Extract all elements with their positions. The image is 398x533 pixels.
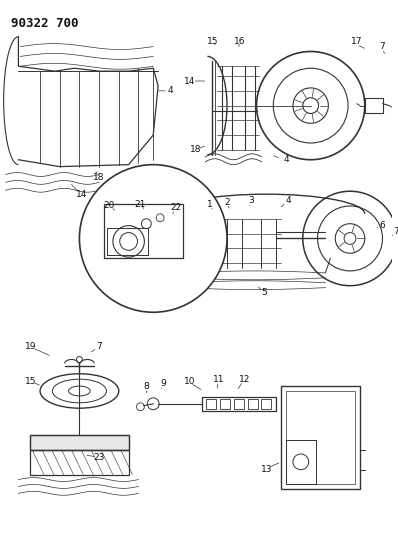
Text: 14: 14 [184,77,195,85]
Bar [30,450,129,474]
Bar [248,399,258,409]
Bar [261,399,271,409]
Text: 5: 5 [261,288,267,297]
Text: 2: 2 [224,198,230,207]
Text: 9: 9 [160,378,166,387]
Bar [206,399,216,409]
Text: 21: 21 [135,199,146,208]
Text: 19: 19 [24,342,36,351]
Circle shape [80,165,227,312]
Text: 14: 14 [76,190,87,199]
Text: 20: 20 [103,201,115,211]
Text: 7: 7 [393,227,398,236]
Text: 4: 4 [167,86,173,95]
Text: 3: 3 [249,196,254,205]
Bar [365,98,382,114]
Text: 10: 10 [184,377,195,386]
Text: 22: 22 [170,204,181,213]
Text: 18: 18 [190,146,201,155]
Text: 7: 7 [96,342,102,351]
Text: 12: 12 [239,375,250,384]
Text: 16: 16 [234,37,246,46]
Bar [104,204,183,258]
Bar [286,440,316,484]
Bar [203,397,276,410]
Bar [220,399,230,409]
Text: 4: 4 [285,196,291,205]
Text: 23: 23 [94,454,105,463]
Text: 6: 6 [380,221,385,230]
Text: 4: 4 [283,155,289,164]
Text: 8: 8 [143,382,149,391]
Text: 11: 11 [213,375,225,384]
Text: 15: 15 [24,377,36,386]
Bar [281,386,360,489]
Bar [286,391,355,484]
Text: 17: 17 [351,37,363,46]
Text: 13: 13 [261,465,272,474]
Text: 7: 7 [380,42,385,51]
Text: 15: 15 [207,37,218,46]
Bar [234,399,244,409]
Bar [107,228,148,255]
Text: 18: 18 [94,173,105,182]
Text: 90322 700: 90322 700 [10,17,78,30]
Text: 1: 1 [207,199,213,208]
Bar [30,435,129,450]
Bar [30,435,129,450]
